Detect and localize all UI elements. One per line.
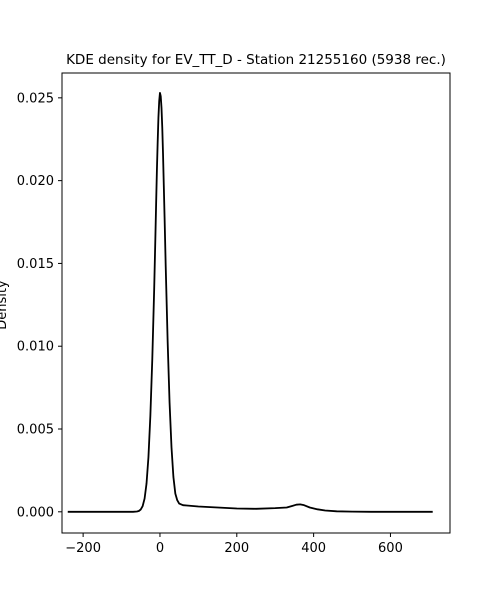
y-tick-label: 0.020 xyxy=(17,174,54,189)
x-tick-label: 600 xyxy=(378,541,403,556)
axes-frame xyxy=(61,72,451,534)
x-tick-label: 400 xyxy=(301,541,326,556)
x-tick-label: −200 xyxy=(65,541,101,556)
plot-area xyxy=(61,72,451,534)
y-axis: 0.000 0.005 0.010 0.015 0.020 0.025 xyxy=(17,91,62,520)
x-tick-label: 0 xyxy=(156,541,164,556)
density-line-0 xyxy=(67,91,433,513)
x-tick-label: 200 xyxy=(224,541,249,556)
y-axis-label: Density xyxy=(0,280,10,330)
y-tick-label: 0.005 xyxy=(17,423,54,438)
y-tick-label: 0.000 xyxy=(17,505,54,520)
chart-title: KDE density for EV_TT_D - Station 212551… xyxy=(66,52,446,68)
y-tick-label: 0.015 xyxy=(17,257,54,272)
y-tick-label: 0.010 xyxy=(17,340,54,355)
y-tick-label: 0.025 xyxy=(17,91,54,106)
x-axis: −200 0 200 400 600 xyxy=(65,533,403,556)
